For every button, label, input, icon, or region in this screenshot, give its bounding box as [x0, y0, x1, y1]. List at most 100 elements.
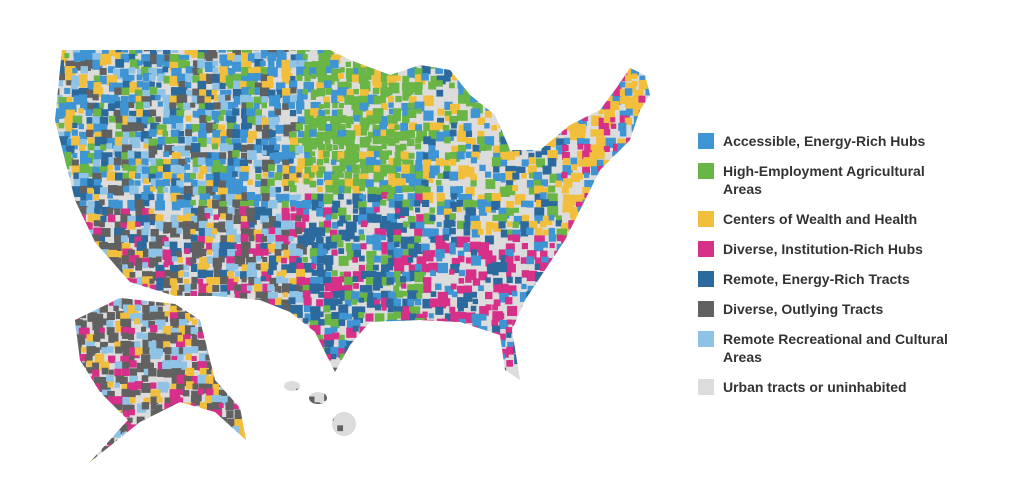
map-tract [367, 270, 377, 280]
map-tract [436, 185, 444, 193]
map-tract [262, 172, 268, 178]
map-tract [129, 397, 136, 404]
map-tract [260, 186, 270, 196]
map-tract [415, 395, 422, 402]
map-tract [358, 264, 366, 272]
map-tract [296, 66, 306, 76]
map-tract [338, 319, 346, 326]
map-tract [359, 194, 367, 202]
map-tract [226, 355, 235, 364]
map-tract [591, 96, 600, 105]
map-tract [100, 138, 110, 148]
map-tract [540, 220, 547, 228]
map-tract [457, 311, 467, 321]
map-tract [150, 389, 161, 400]
map-tract [359, 207, 368, 217]
map-tract [191, 390, 202, 402]
map-tract [484, 75, 494, 85]
map-tract [442, 124, 450, 132]
map-tract [93, 278, 103, 288]
map-tract [134, 285, 145, 297]
map-tract [555, 340, 565, 351]
map-tract [276, 271, 286, 281]
map-tract [73, 95, 83, 105]
map-tract [381, 403, 390, 412]
map-tract [520, 319, 531, 329]
map-tract [498, 108, 507, 117]
map-tract [134, 89, 143, 98]
map-tract [185, 66, 195, 76]
map-tract [514, 255, 520, 262]
map-tract [78, 74, 88, 83]
map-tract [428, 81, 437, 90]
map-tract [430, 270, 437, 277]
map-tract [183, 444, 194, 455]
map-tract [232, 129, 242, 139]
map-tract [317, 186, 323, 193]
map-tract [155, 171, 163, 179]
map-tract [99, 187, 108, 195]
map-tract [661, 360, 667, 366]
map-tract [107, 164, 114, 171]
map-tract [261, 138, 269, 146]
map-tract [359, 346, 369, 356]
map-tract [423, 110, 434, 121]
map-tract [435, 306, 444, 315]
map-tract [540, 192, 547, 199]
map-tract [449, 248, 456, 255]
map-tract [85, 54, 94, 64]
map-tract [542, 347, 550, 354]
map-tract [548, 227, 556, 235]
map-tract [589, 221, 599, 231]
map-tract [444, 285, 454, 295]
map-tract [416, 151, 425, 161]
map-tract [64, 116, 74, 126]
map-tract [255, 109, 262, 116]
map-tract [55, 411, 61, 420]
map-tract [548, 325, 558, 335]
map-tract [55, 271, 59, 278]
map-tract [458, 194, 467, 202]
map-tract [92, 102, 104, 114]
map-tract [288, 131, 297, 140]
map-tract [295, 269, 306, 279]
map-tract [646, 402, 650, 410]
map-tract [576, 173, 584, 180]
map-tract [353, 283, 359, 289]
map-tract [528, 101, 534, 107]
map-tract [561, 186, 569, 194]
map-tract [185, 299, 193, 308]
legend-label: Centers of Wealth and Health [723, 211, 918, 227]
map-tract [527, 74, 533, 80]
map-tract [533, 96, 543, 106]
map-tract [388, 108, 395, 115]
map-tract [632, 151, 641, 159]
map-tract [57, 60, 64, 67]
map-tract [150, 178, 160, 188]
map-tract [499, 50, 509, 56]
map-tract [107, 285, 119, 296]
map-tract [65, 466, 73, 474]
map-tract [55, 326, 62, 338]
map-tract [604, 327, 611, 333]
map-tract [255, 376, 265, 386]
map-tract [393, 340, 402, 349]
map-tract [275, 241, 284, 250]
map-tract [290, 248, 301, 259]
map-tract [192, 166, 199, 173]
map-tract [408, 215, 416, 224]
map-tract [387, 249, 397, 259]
map-tract [129, 59, 140, 69]
map-tract [176, 409, 184, 416]
map-tract [197, 297, 205, 305]
map-tract [205, 122, 217, 133]
map-tract [444, 110, 452, 118]
map-tract [157, 73, 166, 82]
map-tract [365, 277, 374, 285]
map-tract [211, 110, 221, 120]
map-tract [290, 122, 300, 132]
map-tract [197, 374, 207, 385]
map-tract [444, 340, 451, 347]
map-tract [408, 54, 416, 62]
map-tract [570, 157, 578, 165]
